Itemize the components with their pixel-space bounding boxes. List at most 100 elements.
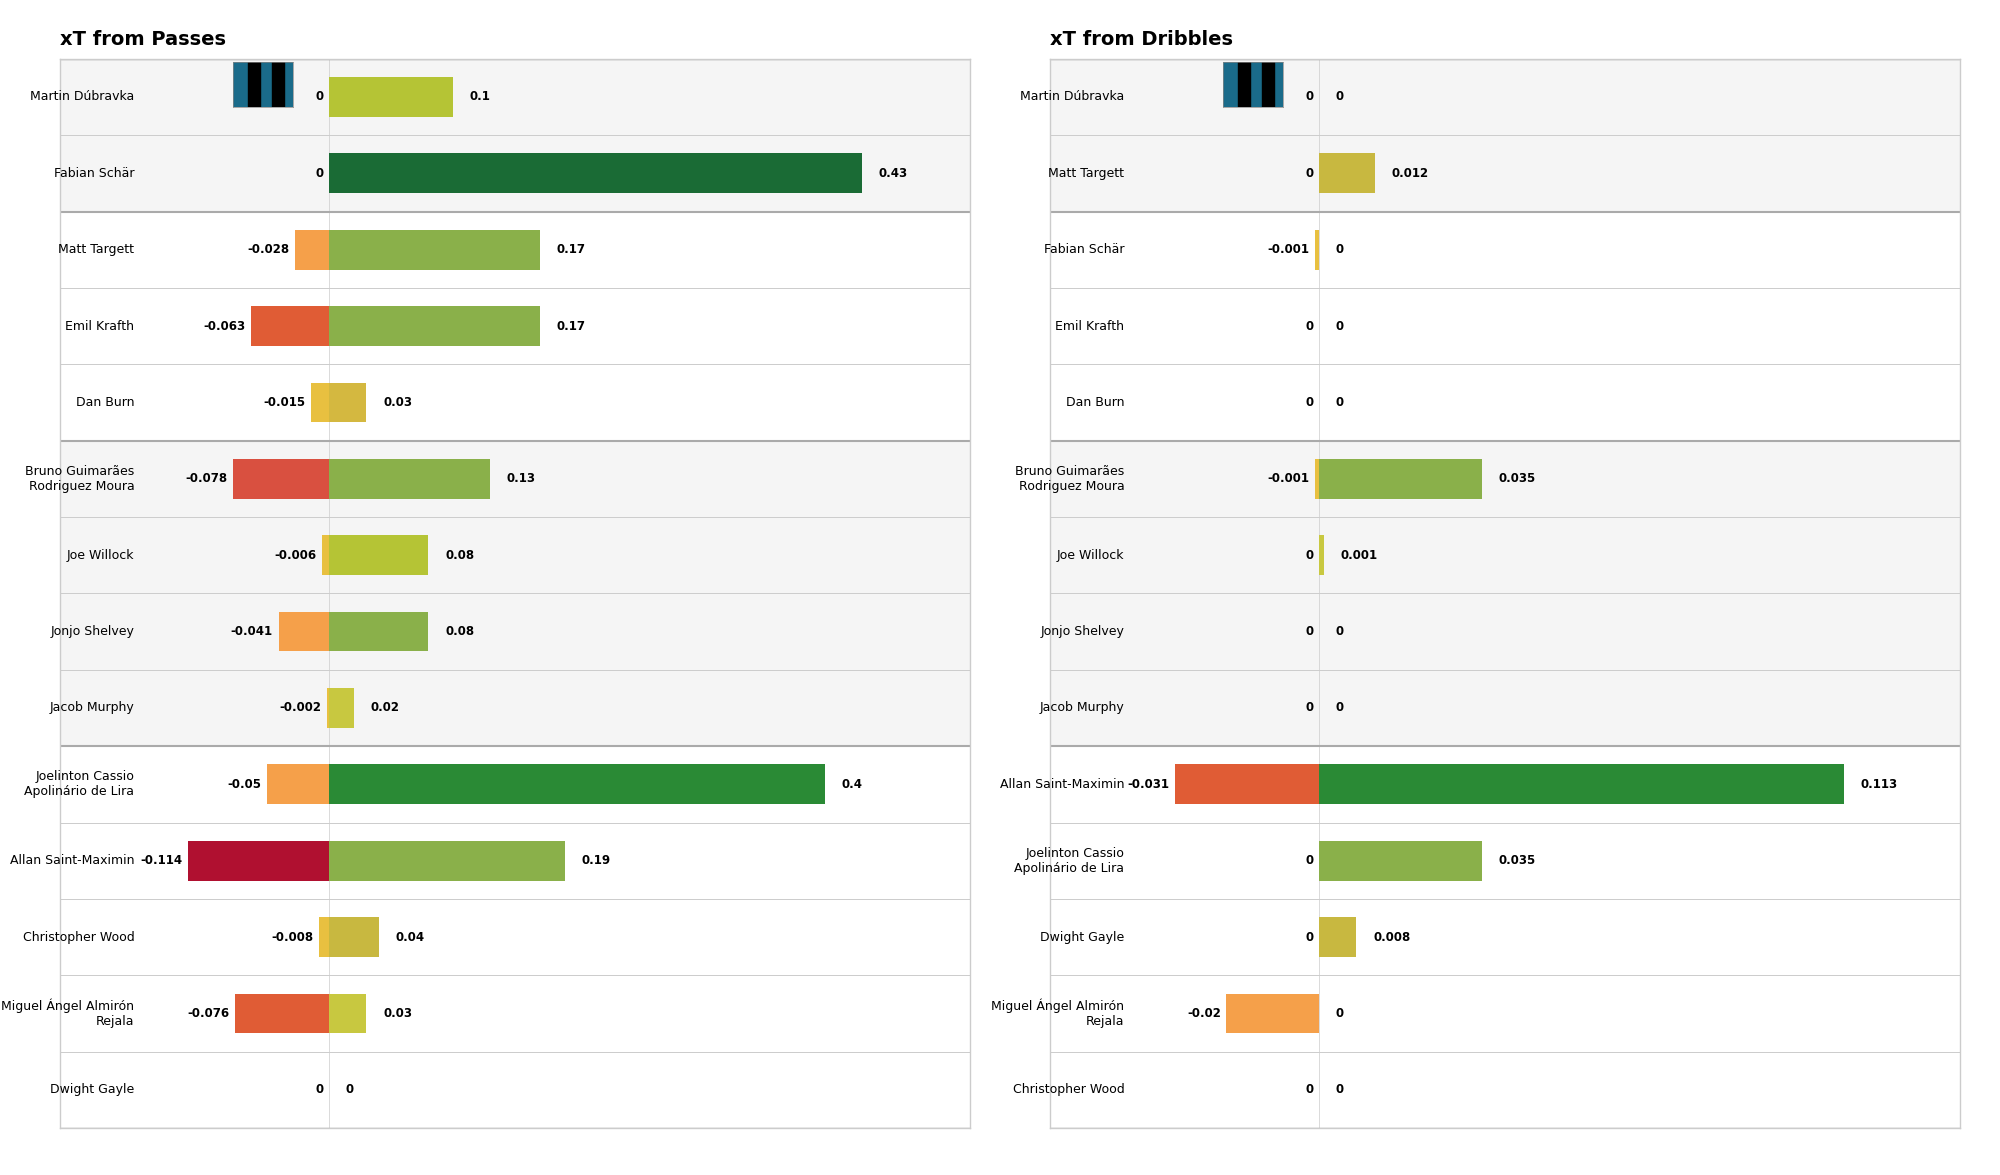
Bar: [1238, 62, 1250, 107]
Text: Joelinton Cassio
Apolinário de Lira: Joelinton Cassio Apolinário de Lira: [24, 771, 134, 798]
Text: 0: 0: [346, 1083, 354, 1096]
Bar: [330, 307, 540, 345]
Bar: [1320, 918, 1356, 956]
Text: 0.035: 0.035: [1498, 854, 1536, 867]
Text: 0: 0: [1336, 243, 1344, 256]
Text: 0: 0: [1306, 320, 1314, 333]
Bar: [60, 59, 970, 212]
Bar: [188, 841, 330, 880]
Bar: [322, 536, 330, 575]
Text: 0: 0: [1336, 90, 1344, 103]
Text: Jonjo Shelvey: Jonjo Shelvey: [1040, 625, 1124, 638]
Text: -0.076: -0.076: [188, 1007, 230, 1020]
Text: 0: 0: [1306, 1083, 1314, 1096]
Bar: [1262, 62, 1274, 107]
Bar: [330, 78, 454, 116]
Bar: [330, 841, 564, 880]
Text: 0.113: 0.113: [1860, 778, 1898, 791]
Text: 0: 0: [316, 167, 324, 180]
Text: 0.19: 0.19: [582, 854, 610, 867]
Text: -0.02: -0.02: [1186, 1007, 1220, 1020]
Bar: [1320, 765, 1844, 804]
Bar: [60, 441, 970, 746]
Text: Dwight Gayle: Dwight Gayle: [1040, 931, 1124, 944]
Bar: [232, 459, 330, 498]
Bar: [236, 994, 330, 1033]
Bar: [1314, 230, 1320, 269]
Bar: [330, 383, 366, 422]
Bar: [1320, 841, 1482, 880]
Bar: [1176, 765, 1320, 804]
Bar: [320, 918, 330, 956]
Text: -0.015: -0.015: [264, 396, 306, 409]
Text: -0.031: -0.031: [1128, 778, 1170, 791]
Bar: [60, 212, 970, 441]
Text: 0.03: 0.03: [384, 1007, 412, 1020]
Bar: [330, 994, 366, 1033]
Bar: [330, 918, 378, 956]
Text: 0: 0: [1306, 701, 1314, 714]
Text: Christopher Wood: Christopher Wood: [1012, 1083, 1124, 1096]
Text: 0: 0: [1336, 396, 1344, 409]
Text: Bruno Guimarães
Rodriguez Moura: Bruno Guimarães Rodriguez Moura: [1016, 465, 1124, 492]
Text: 0.17: 0.17: [556, 243, 586, 256]
Text: Joelinton Cassio
Apolinário de Lira: Joelinton Cassio Apolinário de Lira: [1014, 847, 1124, 874]
Text: 0: 0: [1306, 854, 1314, 867]
Text: -0.078: -0.078: [186, 472, 228, 485]
Bar: [268, 765, 330, 804]
Text: Dwight Gayle: Dwight Gayle: [50, 1083, 134, 1096]
Text: -0.008: -0.008: [272, 931, 314, 944]
Text: 0: 0: [1306, 931, 1314, 944]
Text: 0.001: 0.001: [1340, 549, 1378, 562]
Text: 0.08: 0.08: [446, 625, 474, 638]
Text: Emil Krafth: Emil Krafth: [66, 320, 134, 333]
Bar: [294, 230, 330, 269]
Bar: [330, 765, 824, 804]
Text: 0: 0: [1336, 701, 1344, 714]
Text: 0: 0: [1336, 1083, 1344, 1096]
Text: 0.035: 0.035: [1498, 472, 1536, 485]
Bar: [1314, 459, 1320, 498]
Bar: [1226, 994, 1320, 1033]
Text: 0: 0: [1336, 320, 1344, 333]
Bar: [272, 62, 284, 107]
Bar: [248, 62, 260, 107]
Bar: [330, 536, 428, 575]
Text: Allan Saint-Maximin: Allan Saint-Maximin: [1000, 778, 1124, 791]
Text: Dan Burn: Dan Burn: [76, 396, 134, 409]
Text: Matt Targett: Matt Targett: [58, 243, 134, 256]
Bar: [1320, 459, 1482, 498]
Text: Fabian Schär: Fabian Schär: [54, 167, 134, 180]
Bar: [1320, 536, 1324, 575]
Bar: [1320, 154, 1376, 193]
Text: -0.028: -0.028: [246, 243, 290, 256]
Text: Matt Targett: Matt Targett: [1048, 167, 1124, 180]
Text: Martin Dúbravka: Martin Dúbravka: [1020, 90, 1124, 103]
Text: xT from Passes: xT from Passes: [60, 29, 226, 49]
Text: Jonjo Shelvey: Jonjo Shelvey: [50, 625, 134, 638]
Text: 0: 0: [1306, 396, 1314, 409]
Bar: [1050, 746, 1960, 1128]
Text: 0.43: 0.43: [878, 167, 908, 180]
Text: 0: 0: [1336, 625, 1344, 638]
Text: Christopher Wood: Christopher Wood: [22, 931, 134, 944]
Bar: [1050, 212, 1960, 441]
Text: Allan Saint-Maximin: Allan Saint-Maximin: [10, 854, 134, 867]
Text: 0.008: 0.008: [1374, 931, 1410, 944]
Text: Joe Willock: Joe Willock: [1056, 549, 1124, 562]
Bar: [310, 383, 330, 422]
Text: -0.041: -0.041: [230, 625, 272, 638]
Text: -0.001: -0.001: [1268, 243, 1310, 256]
Text: Jacob Murphy: Jacob Murphy: [50, 701, 134, 714]
Text: 0: 0: [1306, 167, 1314, 180]
Text: -0.114: -0.114: [140, 854, 182, 867]
Text: 0.17: 0.17: [556, 320, 586, 333]
Bar: [330, 612, 428, 651]
Text: Miguel Ángel Almirón
Rejala: Miguel Ángel Almirón Rejala: [2, 999, 134, 1028]
Text: 0.02: 0.02: [370, 701, 400, 714]
Text: Jacob Murphy: Jacob Murphy: [1040, 701, 1124, 714]
Text: 0.1: 0.1: [470, 90, 490, 103]
Text: Martin Dúbravka: Martin Dúbravka: [30, 90, 134, 103]
Text: -0.002: -0.002: [280, 701, 322, 714]
Bar: [252, 307, 330, 345]
